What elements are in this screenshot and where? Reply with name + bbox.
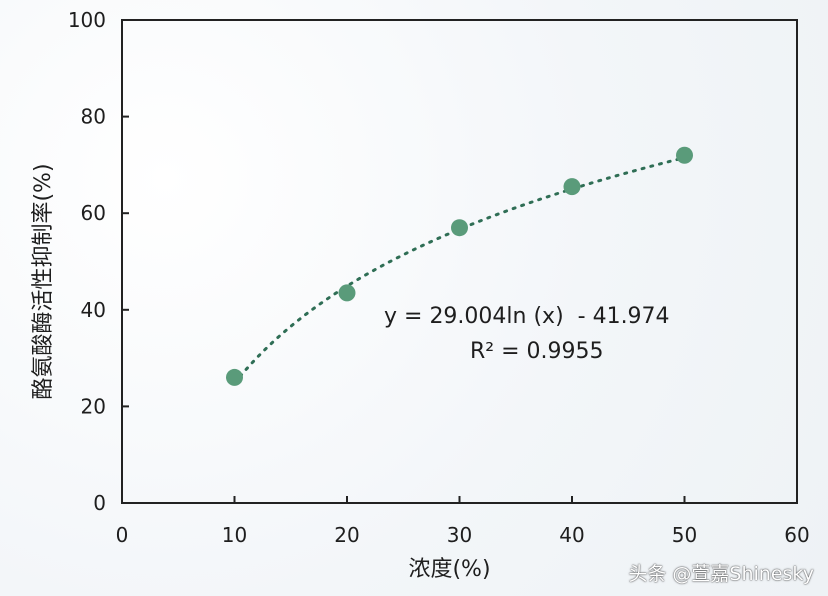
y-tick-label: 60 (81, 201, 106, 225)
x-tick-label: 40 (559, 523, 584, 547)
x-tick-label: 30 (447, 523, 472, 547)
x-tick-label: 0 (116, 523, 129, 547)
data-point (226, 368, 243, 386)
trendline-equation: y = 29.004ln (x) - 41.974 (384, 304, 670, 329)
y-tick-label: 40 (81, 298, 106, 322)
y-tick-label: 80 (81, 105, 106, 129)
y-tick-label: 0 (93, 491, 106, 515)
x-tick-label: 60 (784, 523, 809, 547)
x-tick-label: 50 (672, 523, 697, 547)
data-point (451, 219, 468, 237)
data-points (226, 146, 693, 386)
plot-area-frame (121, 19, 798, 504)
x-tick-label: 10 (222, 523, 247, 547)
data-point (676, 146, 693, 164)
watermark: 头条 @萱嘉Shinesky (628, 563, 814, 585)
y-tick-label: 20 (81, 394, 106, 418)
y-axis-ticks: 0 20 40 60 80 100 (68, 8, 129, 515)
data-point (338, 284, 356, 302)
y-tick-label: 100 (68, 8, 106, 32)
x-tick-label: 20 (334, 523, 359, 547)
trendline (233, 156, 686, 385)
data-point (563, 178, 581, 196)
x-axis-ticks: 0 10 20 30 40 50 60 (116, 496, 810, 547)
x-axis-label: 浓度(%) (408, 557, 490, 582)
y-axis-label: 酪氨酸酶活性抑制率(%) (31, 163, 56, 399)
r-squared-label: R² = 0.9955 (470, 339, 604, 364)
